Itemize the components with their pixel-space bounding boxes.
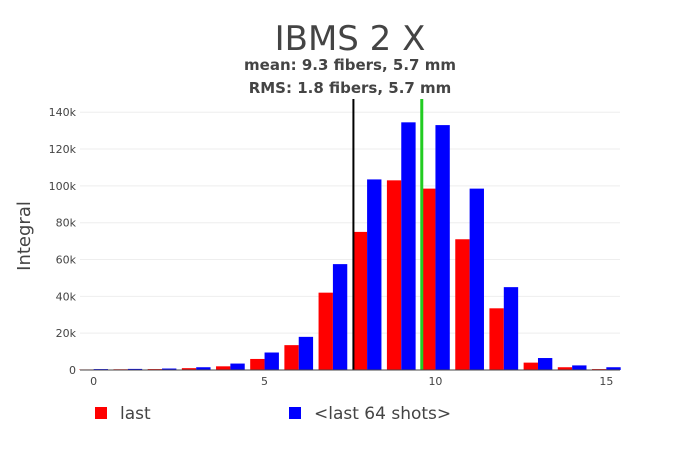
- x-tick-label: 0: [90, 375, 97, 388]
- bar-1-10: [435, 125, 450, 370]
- y-tick-label: 0: [69, 364, 76, 377]
- bar-1-13: [537, 358, 553, 370]
- bar-1-8: [367, 179, 382, 370]
- legend-label-0: last: [120, 404, 151, 424]
- bar-0-6: [284, 345, 299, 370]
- bar-0-4: [216, 366, 231, 370]
- bar-0-11: [455, 239, 470, 370]
- legend-label-1: <last 64 shots>: [314, 404, 451, 424]
- bar-1-7: [332, 264, 348, 370]
- y-tick-label: 40k: [56, 290, 77, 303]
- y-tick-label: 60k: [56, 254, 77, 267]
- y-tick-label: 140k: [49, 106, 77, 119]
- bar-1-6: [298, 336, 314, 370]
- bar-0-14: [557, 367, 573, 370]
- y-tick-label: 100k: [49, 180, 77, 193]
- y-tick-label: 80k: [56, 217, 77, 230]
- bar-1-12: [503, 287, 519, 370]
- chart-subtitle-mean: mean: 9.3 fibers, 5.7 mm: [244, 56, 456, 74]
- grid-layer: [80, 111, 620, 334]
- y-axis-label: Integral: [14, 201, 35, 271]
- bar-1-11: [469, 188, 484, 370]
- bars-layer: [79, 122, 621, 370]
- chart-title: IBMS 2 X: [275, 19, 426, 59]
- axis-layer: 0 20k 40k 60k 80k 100k 120k 140k 0 5 10 15: [49, 106, 620, 388]
- bar-1-14: [572, 365, 587, 370]
- bar-0-5: [250, 358, 265, 370]
- legend-swatch-1: [289, 407, 301, 419]
- bar-1-9: [401, 122, 416, 370]
- bar-1-1: [127, 368, 143, 370]
- bar-0-8: [352, 231, 368, 370]
- bar-0-7: [318, 292, 333, 370]
- legend-swatch-0: [95, 407, 107, 419]
- bar-1-3: [196, 367, 211, 370]
- bar-1-4: [230, 363, 245, 370]
- y-tick-label: 20k: [56, 327, 77, 340]
- bar-0-12: [489, 308, 504, 370]
- legend: last <last 64 shots>: [95, 404, 451, 424]
- lines-layer: [352, 99, 424, 370]
- x-tick-label: 10: [428, 375, 442, 388]
- bar-0-10: [421, 188, 436, 370]
- bar-1-5: [264, 352, 279, 370]
- bar-0-13: [523, 362, 538, 370]
- bar-1-15: [606, 367, 621, 370]
- chart-subtitle-rms: RMS: 1.8 fibers, 5.7 mm: [249, 79, 452, 97]
- x-tick-label: 15: [599, 375, 613, 388]
- bar-0-3: [181, 368, 197, 370]
- y-tick-label: 120k: [49, 143, 77, 156]
- x-tick-label: 5: [261, 375, 268, 388]
- bar-0-9: [386, 180, 402, 370]
- bar-1-2: [162, 368, 177, 370]
